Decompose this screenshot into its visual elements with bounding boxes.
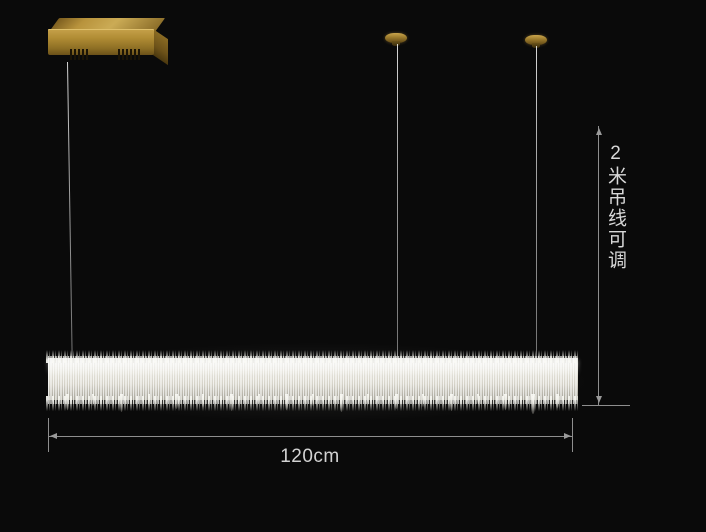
ceiling-canopy-plate xyxy=(48,16,168,72)
dimension-tick-bottom xyxy=(582,405,630,406)
canopy-front-face xyxy=(48,29,154,60)
crystal-shard xyxy=(422,394,424,407)
crystal-shard xyxy=(230,394,233,411)
canopy-right-face xyxy=(153,29,168,66)
crystal-shard xyxy=(450,394,453,411)
dimension-tick-left xyxy=(48,418,49,452)
drop-length-label: 2米吊线可调 xyxy=(605,143,626,271)
crystal-shard xyxy=(66,394,69,410)
crystal-shard xyxy=(340,394,343,412)
crystal-shard xyxy=(120,394,123,412)
crystal-shard xyxy=(395,394,398,409)
suspension-cable-left xyxy=(67,61,73,358)
dimension-line-drop xyxy=(598,126,599,406)
ceiling-cap-middle xyxy=(385,33,407,46)
dimension-arrow-left xyxy=(50,433,57,439)
crystal-shard xyxy=(92,394,94,406)
suspension-cable-middle xyxy=(397,44,398,358)
dimension-tick-right xyxy=(572,418,573,452)
crystal-shard xyxy=(258,394,260,404)
crystal-shard xyxy=(556,394,559,408)
fixture-jagged-top-edge xyxy=(46,350,580,363)
crystal-fixture-body xyxy=(34,342,594,422)
dimension-arrow-right xyxy=(564,433,571,439)
crystal-shard xyxy=(367,394,369,405)
crystal-shard xyxy=(504,394,507,410)
dimension-arrow-up xyxy=(596,128,602,135)
canopy-vent-slots-right xyxy=(118,49,140,60)
suspension-cable-right xyxy=(536,46,537,358)
canopy-vent-slots-left xyxy=(70,49,90,60)
crystal-shard xyxy=(477,394,479,404)
dimension-arrow-down xyxy=(596,396,602,403)
crystal-shard xyxy=(202,394,204,407)
crystal-shard xyxy=(148,394,150,405)
crystal-shard xyxy=(285,394,288,410)
dimension-line-width xyxy=(48,436,573,437)
width-dimension-label: 120cm xyxy=(280,446,340,467)
ceiling-cap-right xyxy=(525,35,547,48)
crystal-shard xyxy=(175,394,178,409)
crystal-shard xyxy=(312,394,314,406)
crystal-shard xyxy=(531,394,535,414)
